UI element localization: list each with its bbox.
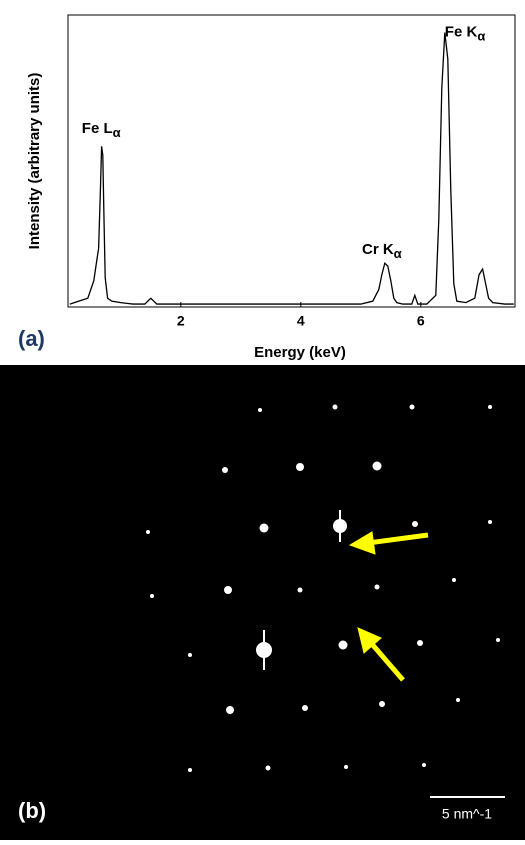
diffraction-spots [146, 404, 500, 772]
spot [296, 463, 304, 471]
spot [226, 706, 234, 714]
spot [417, 640, 423, 646]
peak-label-subscript: α [477, 29, 485, 44]
spot [496, 638, 500, 642]
arrow-head [357, 627, 382, 654]
peak-label: Fe Lα [82, 120, 121, 140]
x-tick-label: 6 [417, 313, 425, 329]
spot [374, 584, 380, 590]
panel-label: (a) [18, 326, 45, 351]
spot [265, 765, 271, 771]
peak-label-text: Fe K [445, 23, 478, 40]
peak-label-subscript: α [113, 125, 121, 140]
peak-label-subscript: α [394, 246, 402, 261]
peak-label: Fe Kα [445, 23, 486, 43]
panel-a-background [0, 0, 525, 365]
spot [258, 408, 262, 412]
spot [224, 586, 232, 594]
arrows [348, 531, 429, 682]
spot [188, 768, 192, 772]
spot [412, 521, 418, 527]
arrow [369, 641, 405, 682]
scale-bar-label: 5 nm^-1 [442, 806, 492, 822]
spot [379, 701, 385, 707]
spot [222, 467, 228, 473]
spot [488, 520, 492, 524]
spot [452, 578, 456, 582]
spot [150, 594, 154, 598]
spot [338, 640, 348, 650]
spot [488, 405, 492, 409]
spot [344, 765, 348, 769]
panel-b-background [0, 365, 525, 840]
arrow-head [348, 531, 376, 555]
peak-label-text: Cr K [362, 241, 394, 258]
spot [188, 653, 192, 657]
plot-frame [67, 14, 516, 308]
x-tick-label: 4 [297, 313, 305, 329]
spot [332, 404, 338, 410]
y-axis-label: Intensity (arbitrary units) [26, 73, 43, 250]
x-tick-label: 2 [177, 313, 185, 329]
spot [409, 404, 415, 410]
x-axis-label: Energy (keV) [254, 344, 346, 361]
peak-label: Cr Kα [362, 241, 402, 261]
peak-label-text: Fe L [82, 120, 113, 137]
spot [146, 530, 150, 534]
panel-label: (b) [18, 798, 46, 823]
spectrum-line [69, 32, 514, 305]
spot [456, 698, 460, 702]
spot [302, 705, 308, 711]
spot [422, 763, 426, 767]
arrow [367, 532, 429, 546]
spot [372, 461, 382, 471]
spot [259, 523, 269, 533]
spot [297, 587, 303, 593]
